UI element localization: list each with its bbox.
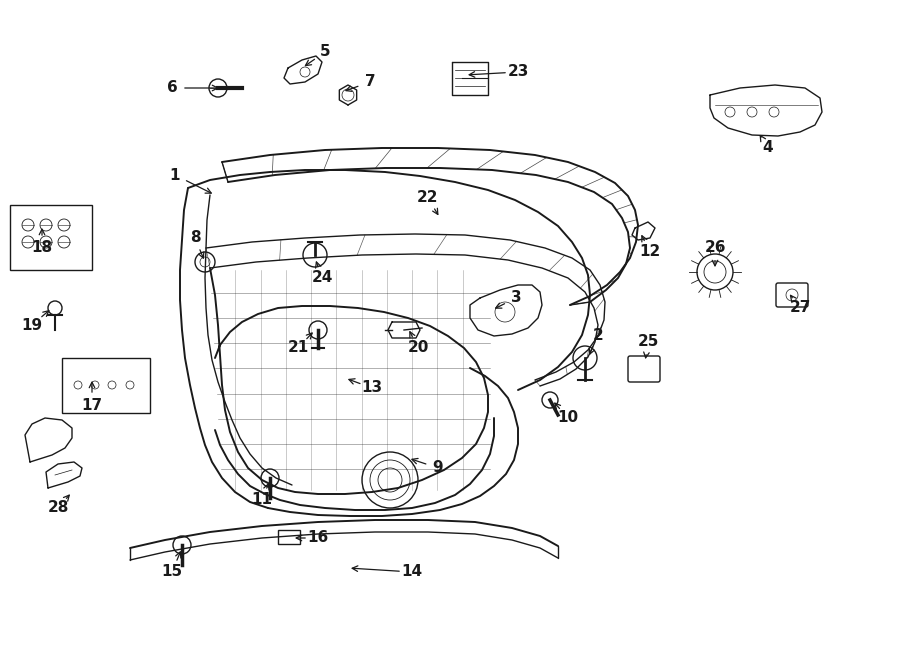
Text: 4: 4 (762, 141, 773, 155)
Text: 27: 27 (789, 301, 811, 315)
Text: 25: 25 (637, 334, 659, 350)
Text: 7: 7 (364, 75, 375, 89)
Text: 12: 12 (639, 245, 661, 260)
Text: 3: 3 (510, 290, 521, 305)
Text: 20: 20 (408, 340, 428, 356)
Text: 24: 24 (311, 270, 333, 286)
Text: 11: 11 (251, 492, 273, 508)
Text: 19: 19 (22, 317, 42, 332)
Text: 10: 10 (557, 410, 579, 426)
Text: 6: 6 (166, 81, 177, 95)
Text: 21: 21 (287, 340, 309, 356)
Text: 26: 26 (704, 241, 725, 256)
Text: 9: 9 (433, 461, 444, 475)
Text: 8: 8 (190, 231, 201, 245)
Text: 18: 18 (32, 241, 52, 256)
Text: 16: 16 (308, 531, 328, 545)
Text: 23: 23 (508, 65, 528, 79)
Text: 1: 1 (170, 167, 180, 182)
Text: 15: 15 (161, 564, 183, 580)
Text: 5: 5 (320, 44, 330, 59)
Text: 2: 2 (592, 327, 603, 342)
Text: 28: 28 (48, 500, 68, 516)
Text: 17: 17 (81, 397, 103, 412)
Text: 14: 14 (401, 564, 423, 580)
Text: 13: 13 (362, 381, 382, 395)
Text: 22: 22 (418, 190, 439, 206)
